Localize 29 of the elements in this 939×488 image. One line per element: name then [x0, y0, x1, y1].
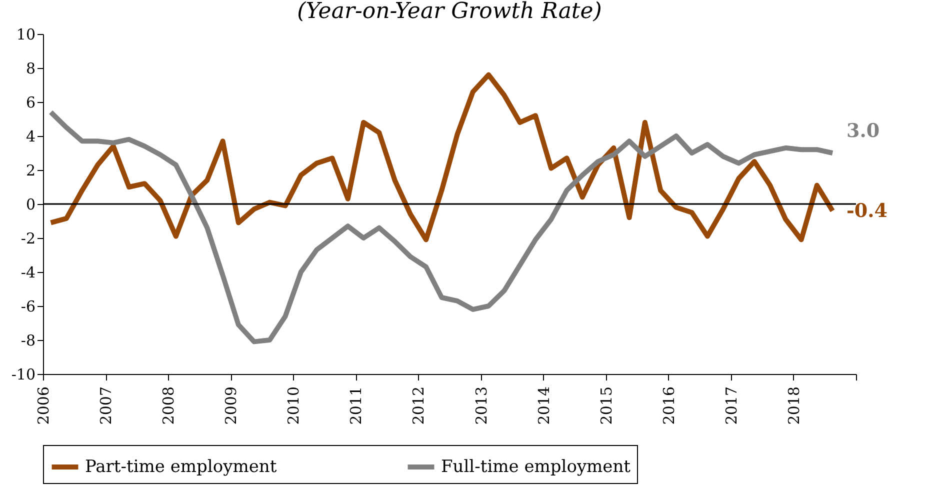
y-tick-label: 2 [26, 162, 36, 180]
y-tick-label: 0 [26, 196, 36, 214]
y-tick-label: -8 [20, 332, 36, 350]
y-tick-label: -6 [20, 298, 36, 316]
x-tick-label: 2012 [410, 386, 428, 425]
y-tick-label: 6 [26, 94, 36, 112]
y-tick-label: -2 [20, 230, 36, 248]
x-tick-label: 2007 [97, 386, 116, 425]
y-tick-label: 10 [16, 26, 36, 44]
y-tick-label: -10 [11, 366, 36, 384]
x-tick-label: 2011 [347, 386, 366, 425]
annotation: 3.0 [846, 120, 880, 142]
x-tick-label: 2015 [597, 386, 616, 425]
y-tick-label: -4 [20, 264, 36, 282]
y-tick-label: 4 [26, 128, 36, 146]
chart-title: (Year-on-Year Growth Rate) [297, 0, 602, 24]
annotation: -0.4 [846, 200, 888, 222]
x-tick-label: 2010 [284, 386, 303, 425]
x-tick-label: 2008 [160, 386, 178, 425]
x-tick-label: 2017 [722, 386, 740, 425]
x-tick-label: 2006 [34, 386, 52, 425]
x-tick-label: 2018 [784, 386, 803, 425]
legend-label: Full-time employment [441, 457, 631, 477]
x-tick-label: 2016 [660, 386, 678, 425]
legend-label: Part-time employment [85, 457, 277, 477]
x-tick-label: 2009 [222, 386, 240, 425]
x-tick-label: 2014 [534, 386, 553, 425]
y-tick-label: 8 [26, 60, 36, 78]
x-tick-label: 2013 [472, 386, 490, 425]
